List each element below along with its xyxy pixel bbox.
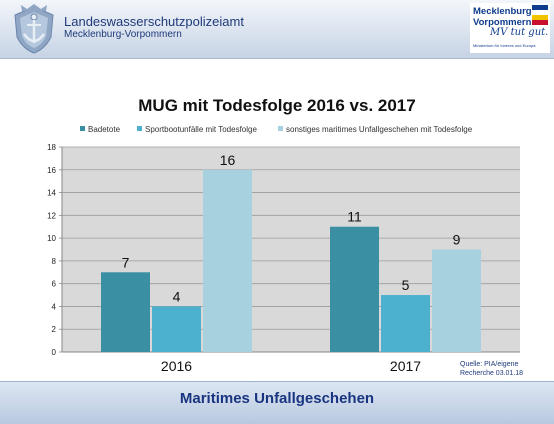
bar bbox=[203, 169, 252, 352]
legend-label-sonstiges: sonstiges maritimes Unfallgeschehen mit … bbox=[286, 125, 473, 134]
x-category-label: 2017 bbox=[390, 358, 421, 374]
bar bbox=[152, 306, 201, 352]
bar bbox=[432, 249, 481, 352]
legend-item-badetote: Badetote bbox=[80, 125, 120, 134]
legend-item-sonstiges: sonstiges maritimes Unfallgeschehen mit … bbox=[278, 125, 472, 134]
mv-logo-line1: Mecklenburg bbox=[473, 6, 532, 17]
source-note: Quelle: PIA/eigene Recherche 03.01.18 bbox=[460, 360, 523, 378]
legend-label-badetote: Badetote bbox=[88, 125, 121, 134]
mv-logo-line2: Vorpommern bbox=[473, 17, 532, 28]
legend-swatch-sonstiges bbox=[278, 126, 283, 131]
mv-flag-icon bbox=[532, 5, 548, 25]
legend-item-sportboot: Sportbootunfälle mit Todesfolge bbox=[137, 125, 257, 134]
agency-region: Mecklenburg-Vorpommern bbox=[64, 29, 182, 40]
source-line1: Quelle: PIA/eigene bbox=[460, 361, 519, 368]
y-tick-label: 4 bbox=[52, 302, 57, 311]
chart-title: MUG mit Todesfolge 2016 vs. 2017 bbox=[138, 96, 416, 115]
data-label: 7 bbox=[122, 254, 130, 270]
y-tick-label: 16 bbox=[47, 166, 56, 175]
y-tick-label: 2 bbox=[52, 325, 57, 334]
y-tick-label: 8 bbox=[52, 257, 57, 266]
y-tick-label: 0 bbox=[52, 348, 57, 357]
data-label: 16 bbox=[220, 152, 236, 168]
legend-swatch-sportboot bbox=[137, 126, 142, 131]
agency-block: Landeswasserschutzpolizeiamt Mecklenburg… bbox=[64, 15, 244, 41]
data-label: 4 bbox=[173, 288, 181, 304]
y-tick-label: 6 bbox=[52, 280, 57, 289]
mv-logo-slogan: MV tut gut. bbox=[490, 27, 549, 38]
bar-chart: 0 2 4 6 8 10 12 14 16 18 7 4 16 2016 11 5 9 2017 bbox=[47, 143, 520, 374]
y-tick-label: 10 bbox=[47, 234, 56, 243]
footer: Maritimes Unfallgeschehen bbox=[0, 381, 554, 424]
y-tick-label: 12 bbox=[47, 211, 56, 220]
data-label: 9 bbox=[453, 232, 461, 248]
bar bbox=[101, 272, 150, 352]
source-line2: Recherche 03.01.18 bbox=[460, 370, 524, 377]
mv-logo: Mecklenburg Vorpommern MV tut gut. Minis… bbox=[470, 3, 550, 53]
agency-name: Landeswasserschutzpolizeiamt bbox=[64, 14, 244, 29]
mv-logo-subline: Ministerium für Inneres und Europa bbox=[473, 43, 536, 48]
footer-title: Maritimes Unfallgeschehen bbox=[179, 390, 375, 407]
police-emblem-icon bbox=[14, 4, 54, 54]
bar bbox=[330, 226, 379, 352]
data-label: 5 bbox=[402, 277, 410, 293]
legend-swatch-badetote bbox=[80, 126, 85, 131]
bar bbox=[381, 295, 430, 352]
x-category-label: 2016 bbox=[161, 358, 192, 374]
y-tick-label: 18 bbox=[47, 143, 56, 152]
legend-label-sportboot: Sportbootunfälle mit Todesfolge bbox=[145, 125, 257, 134]
data-label: 11 bbox=[347, 209, 362, 225]
header: Landeswasserschutzpolizeiamt Mecklenburg… bbox=[0, 0, 554, 59]
y-tick-label: 14 bbox=[47, 189, 56, 198]
